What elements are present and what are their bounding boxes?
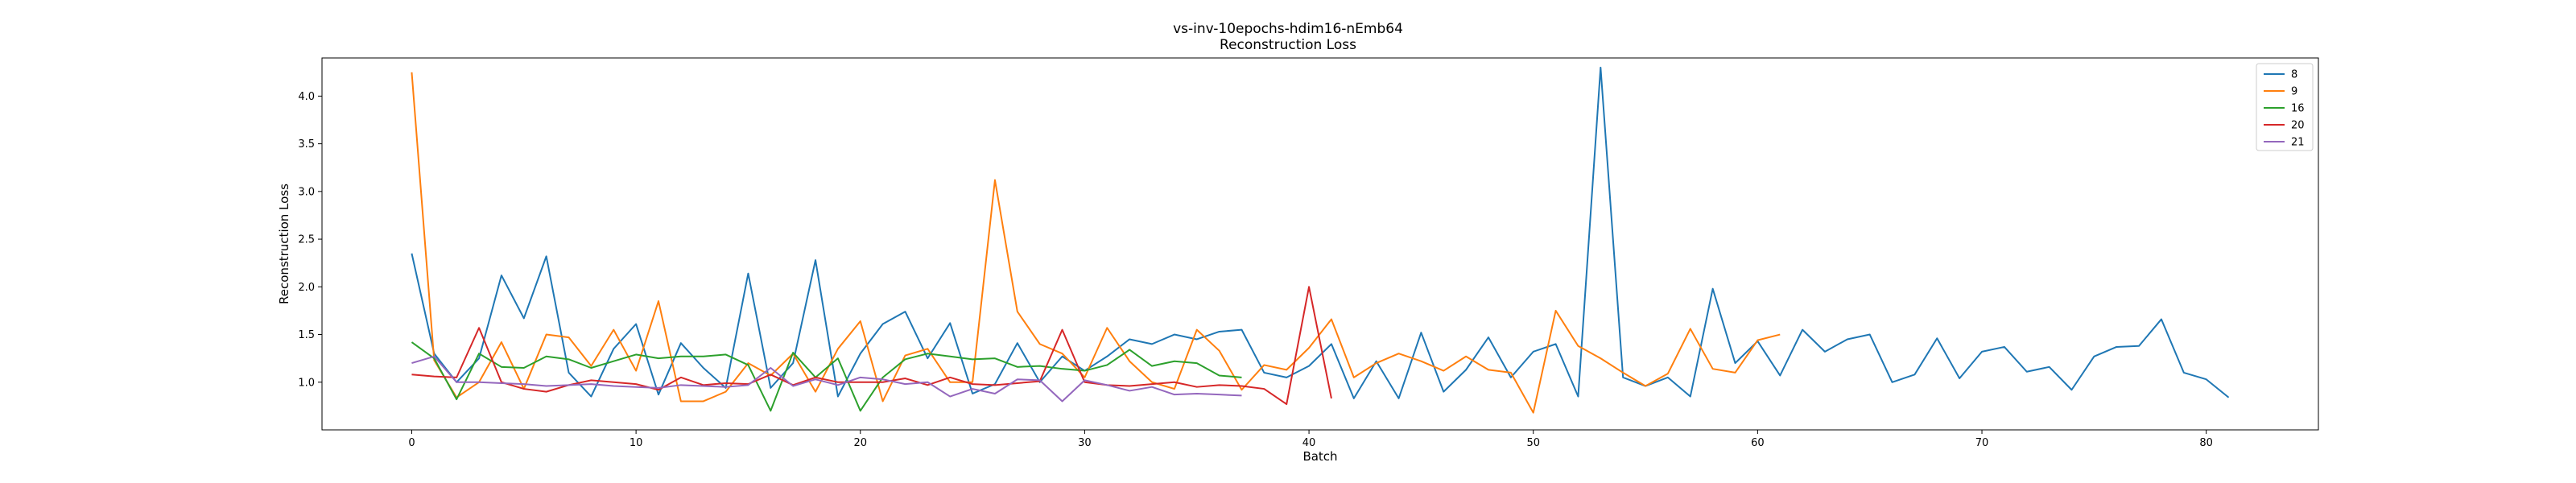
y-axis: 1.0 1.5 2.0 2.5 3.0 3.5 4.0 <box>298 91 322 389</box>
y-tick-label: 2.5 <box>298 234 315 246</box>
x-tick-label: 40 <box>1302 437 1316 449</box>
legend-label-20: 20 <box>2291 120 2305 132</box>
x-tick-label: 70 <box>1975 437 1989 449</box>
y-tick-label: 1.0 <box>298 377 315 389</box>
series-line-20 <box>411 286 1332 406</box>
x-tick-label: 30 <box>1078 437 1092 449</box>
series-line-16 <box>411 341 1242 412</box>
legend-label-16: 16 <box>2291 103 2305 115</box>
series-lines <box>411 66 2230 414</box>
x-tick-label: 20 <box>853 437 867 449</box>
y-tick-label: 4.0 <box>298 91 315 103</box>
chart-subtitle: Reconstruction Loss <box>1220 37 1356 53</box>
legend-label-9: 9 <box>2291 86 2297 98</box>
x-axis-label: Batch <box>1302 449 1337 464</box>
series-line-9 <box>411 72 1781 414</box>
chart-title: vs-inv-10epochs-hdim16-nEmb64 <box>1173 21 1403 37</box>
y-tick-label: 2.0 <box>298 282 315 294</box>
x-tick-label: 80 <box>2199 437 2213 449</box>
y-tick-label: 3.0 <box>298 186 315 198</box>
y-axis-label: Reconstruction Loss <box>277 184 291 304</box>
series-line-21 <box>411 355 1242 402</box>
x-tick-label: 50 <box>1526 437 1540 449</box>
legend: 8 9 16 20 21 <box>2256 63 2314 151</box>
y-tick-label: 1.5 <box>298 329 315 341</box>
y-tick-label: 3.5 <box>298 138 315 151</box>
series-line-8 <box>411 66 2230 399</box>
x-tick-label: 0 <box>408 437 415 449</box>
legend-label-8: 8 <box>2291 69 2297 81</box>
x-tick-label: 10 <box>630 437 643 449</box>
legend-label-21: 21 <box>2291 137 2305 149</box>
x-tick-label: 60 <box>1751 437 1765 449</box>
x-axis: 0 10 20 30 40 50 60 70 80 <box>408 430 2213 449</box>
plot-area-frame <box>321 57 2319 431</box>
